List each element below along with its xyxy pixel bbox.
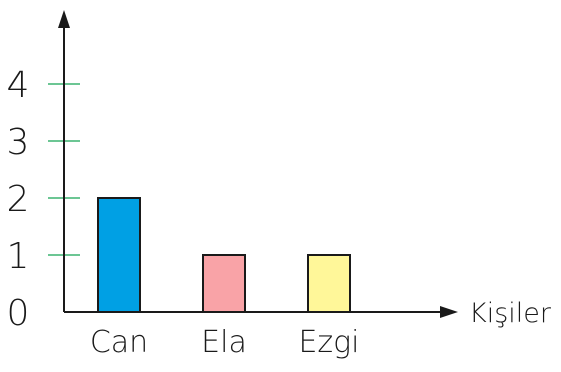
y-tick-label: 4 bbox=[7, 65, 30, 106]
y-tick-label: 1 bbox=[7, 236, 30, 277]
bar-ela bbox=[202, 254, 246, 313]
category-labels: Can Ela Ezgi bbox=[90, 325, 360, 360]
x-axis-arrowhead bbox=[440, 306, 458, 318]
y-axis-ticks: 0 1 2 3 4 bbox=[7, 65, 80, 334]
y-tick-label: 0 bbox=[7, 293, 30, 334]
x-category-label: Ezgi bbox=[298, 325, 359, 360]
y-axis-arrowhead bbox=[58, 10, 70, 28]
x-axis-title: Kişiler bbox=[469, 298, 552, 329]
bar-can bbox=[97, 197, 141, 313]
bar-ezgi bbox=[307, 254, 351, 313]
x-category-label: Ela bbox=[201, 325, 247, 360]
bars bbox=[97, 197, 351, 313]
y-tick-label: 2 bbox=[7, 179, 30, 220]
x-category-label: Can bbox=[90, 325, 148, 360]
y-tick-label: 3 bbox=[7, 122, 30, 163]
